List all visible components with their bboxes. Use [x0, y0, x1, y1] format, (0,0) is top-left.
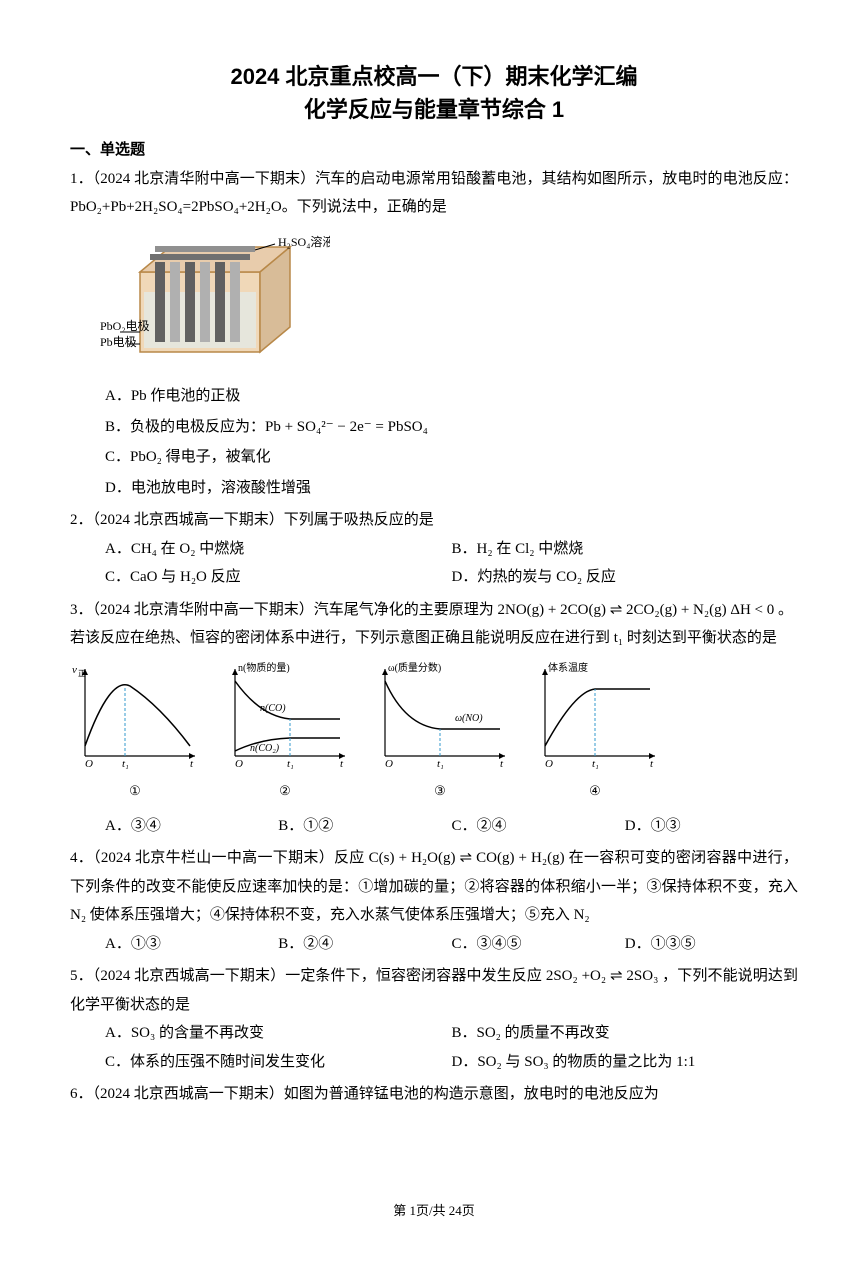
- svg-text:t: t: [190, 758, 194, 770]
- label-pb: Pb电极: [100, 335, 137, 349]
- q3-option-d: D．①③: [625, 812, 798, 841]
- svg-text:t₁: t₁: [437, 758, 444, 770]
- svg-text:ω(NO): ω(NO): [455, 713, 483, 724]
- q5-option-d: D．SO₂ 与 SO₃ 的物质的量之比为 1:1: [452, 1048, 799, 1077]
- svg-text:t₁: t₁: [122, 758, 129, 770]
- q1-stem: 1．（2024 北京清华附中高一下期末）汽车的启动电源常用铅酸蓄电池，其结构如图…: [70, 165, 798, 222]
- question-2: 2．（2024 北京西城高一下期末）下列属于吸热反应的是 A．CH₄ 在 O₂ …: [70, 506, 798, 592]
- svg-text:ω(质量分数): ω(质量分数): [388, 661, 441, 674]
- q1-option-b: B．负极的电极反应为：Pb + SO₄²⁻ − 2e⁻ = PbSO₄: [105, 413, 798, 442]
- page-footer: 第 1页/共 24页: [70, 1199, 798, 1224]
- svg-text:v: v: [72, 664, 77, 676]
- q1-option-a: A．Pb 作电池的正极: [105, 382, 798, 411]
- q4-option-a: A．①③: [105, 930, 278, 959]
- q3-stem-1: 3．（2024 北京清华附中高一下期末）汽车尾气净化的主要原理为 2NO(g) …: [70, 596, 798, 625]
- q4-option-b: B．②④: [278, 930, 451, 959]
- svg-text:正: 正: [78, 669, 86, 678]
- q2-option-b: B．H₂ 在 Cl₂ 中燃烧: [452, 535, 799, 564]
- page-title: 2024 北京重点校高一（下）期末化学汇编 化学反应与能量章节综合 1: [70, 60, 798, 126]
- title-line-2: 化学反应与能量章节综合 1: [70, 93, 798, 126]
- graph-2-caption: ②: [220, 779, 350, 804]
- svg-text:O: O: [235, 758, 243, 770]
- svg-text:n(物质的量): n(物质的量): [238, 661, 290, 674]
- svg-text:O: O: [385, 758, 393, 770]
- q2-option-a: A．CH₄ 在 O₂ 中燃烧: [105, 535, 452, 564]
- svg-text:O: O: [85, 758, 93, 770]
- svg-text:t₁: t₁: [287, 758, 294, 770]
- question-5: 5．（2024 北京西城高一下期末）一定条件下，恒容密闭容器中发生反应 2SO₂…: [70, 962, 798, 1076]
- q5-option-a: A．SO₃ 的含量不再改变: [105, 1019, 452, 1048]
- q3-graphs: v正 O t₁ t ① n(物质的量) n(CO) n(CO₂) O t₁: [70, 661, 798, 804]
- q5-option-b: B．SO₂ 的质量不再改变: [452, 1019, 799, 1048]
- q4-option-d: D．①③⑤: [625, 930, 798, 959]
- svg-text:O: O: [545, 758, 553, 770]
- q4-stem: 4．（2024 北京牛栏山一中高一下期末）反应 C(s) + H₂O(g) ⇌ …: [70, 844, 798, 930]
- q5-option-c: C．体系的压强不随时间发生变化: [105, 1048, 452, 1077]
- q3-option-a: A．③④: [105, 812, 278, 841]
- label-solution: H₂SO₄溶液: [278, 234, 330, 249]
- svg-text:n(CO₂): n(CO₂): [250, 743, 280, 754]
- question-3: 3．（2024 北京清华附中高一下期末）汽车尾气净化的主要原理为 2NO(g) …: [70, 596, 798, 841]
- q2-options: A．CH₄ 在 O₂ 中燃烧 B．H₂ 在 Cl₂ 中燃烧 C．CaO 与 H₂…: [105, 535, 798, 592]
- title-line-1: 2024 北京重点校高一（下）期末化学汇编: [70, 60, 798, 93]
- label-pbo2: PbO₂电极: [100, 319, 150, 333]
- q3-option-c: C．②④: [452, 812, 625, 841]
- svg-text:体系温度: 体系温度: [548, 661, 588, 674]
- q1-option-c: C．PbO₂ 得电子，被氧化: [105, 443, 798, 472]
- question-4: 4．（2024 北京牛栏山一中高一下期末）反应 C(s) + H₂O(g) ⇌ …: [70, 844, 798, 958]
- question-6: 6．（2024 北京西城高一下期末）如图为普通锌锰电池的构造示意图，放电时的电池…: [70, 1080, 798, 1109]
- section-header: 一、单选题: [70, 136, 798, 165]
- battery-diagram: H₂SO₄溶液 PbO₂电极 Pb电极: [100, 232, 798, 373]
- graph-3: ω(质量分数) ω(NO) O t₁ t ③: [370, 661, 510, 804]
- graph-1-caption: ①: [70, 779, 200, 804]
- q4-options: A．①③ B．②④ C．③④⑤ D．①③⑤: [105, 930, 798, 959]
- graph-1: v正 O t₁ t ①: [70, 661, 200, 804]
- q2-option-d: D．灼热的炭与 CO₂ 反应: [452, 563, 799, 592]
- question-1: 1．（2024 北京清华附中高一下期末）汽车的启动电源常用铅酸蓄电池，其结构如图…: [70, 165, 798, 503]
- q5-options: A．SO₃ 的含量不再改变 B．SO₂ 的质量不再改变 C．体系的压强不随时间发…: [105, 1019, 798, 1076]
- q4-option-c: C．③④⑤: [452, 930, 625, 959]
- graph-4-caption: ④: [530, 779, 660, 804]
- svg-text:n(CO): n(CO): [260, 703, 286, 714]
- q2-option-c: C．CaO 与 H₂O 反应: [105, 563, 452, 592]
- q6-stem: 6．（2024 北京西城高一下期末）如图为普通锌锰电池的构造示意图，放电时的电池…: [70, 1080, 798, 1109]
- q3-stem-2: 若该反应在绝热、恒容的密闭体系中进行，下列示意图正确且能说明反应在进行到 t₁ …: [70, 624, 798, 653]
- svg-text:t₁: t₁: [592, 758, 599, 770]
- graph-3-caption: ③: [370, 779, 510, 804]
- q3-options: A．③④ B．①② C．②④ D．①③: [105, 812, 798, 841]
- graph-2: n(物质的量) n(CO) n(CO₂) O t₁ t ②: [220, 661, 350, 804]
- graph-4: 体系温度 O t₁ t ④: [530, 661, 660, 804]
- q5-stem: 5．（2024 北京西城高一下期末）一定条件下，恒容密闭容器中发生反应 2SO₂…: [70, 962, 798, 1019]
- q1-option-d: D．电池放电时，溶液酸性增强: [105, 474, 798, 503]
- q2-stem: 2．（2024 北京西城高一下期末）下列属于吸热反应的是: [70, 506, 798, 535]
- q3-option-b: B．①②: [278, 812, 451, 841]
- svg-text:t: t: [650, 758, 654, 770]
- q1-options: A．Pb 作电池的正极 B．负极的电极反应为：Pb + SO₄²⁻ − 2e⁻ …: [105, 382, 798, 502]
- svg-text:t: t: [340, 758, 344, 770]
- svg-text:t: t: [500, 758, 504, 770]
